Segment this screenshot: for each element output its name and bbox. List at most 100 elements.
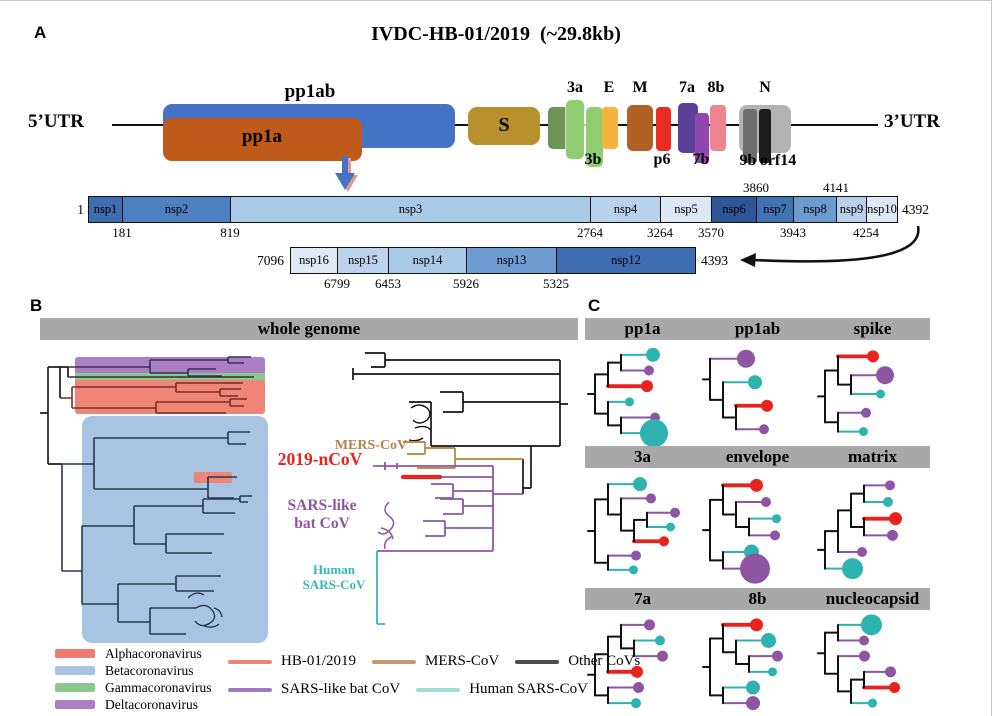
- pp1ab-tree: [701, 349, 773, 435]
- nsp-segment: nsp14: [388, 247, 467, 274]
- orf8b-label: 8b: [707, 79, 725, 96]
- gene-header: pp1a: [624, 319, 661, 338]
- nsp-segment: nsp6: [711, 196, 757, 223]
- pp1a-label: pp1a: [241, 126, 283, 147]
- gene-header-row: pp1a pp1ab spike: [585, 318, 930, 340]
- nsp-segment: nsp8: [793, 196, 837, 223]
- human-sars-branch: [376, 551, 385, 625]
- mers-line-swatch: [372, 659, 416, 664]
- legend-label: HB-01/2019: [281, 653, 356, 669]
- gene-header: pp1ab: [734, 319, 781, 338]
- envelope-box: [602, 107, 618, 149]
- legend-label: Deltacoronavirus: [105, 696, 198, 712]
- nsp-segment: nsp15: [337, 247, 389, 274]
- legend-item: SARS-like bat CoV: [228, 681, 400, 698]
- orf3a-box: [566, 100, 584, 159]
- row1-end: 4392: [902, 202, 929, 217]
- legend-item: Betacoronavirus: [55, 662, 211, 679]
- row2-start: 7096: [257, 253, 284, 268]
- gene-header: spike: [853, 319, 892, 338]
- p6-label: p6: [653, 151, 671, 168]
- coordinate-label: 181: [112, 225, 132, 240]
- delta-region: [75, 357, 265, 376]
- orf3a-tree: [586, 477, 680, 575]
- coordinate-label: 6799: [324, 276, 350, 291]
- row2-end: 4393: [701, 253, 728, 268]
- legend-label: Other CoVs: [568, 653, 641, 669]
- gene-header: 8b: [748, 589, 767, 608]
- gene-tree-row: [585, 614, 930, 711]
- other-line-swatch: [515, 659, 560, 664]
- coordinate-label: 3570: [698, 225, 724, 240]
- orf7b-label: 7b: [692, 151, 710, 168]
- sars-bat-label-line1: SARS-like: [287, 497, 357, 514]
- utr3-label: 3’UTR: [884, 111, 940, 132]
- nsp-segment: nsp5: [660, 196, 712, 223]
- gene-header: envelope: [725, 447, 790, 466]
- gene-header-row: 7a 8b nucleocapsid: [585, 588, 930, 610]
- legend-label: MERS-CoV: [425, 653, 500, 669]
- orf14-label: orf14: [759, 152, 797, 169]
- legend-row: HB-01/2019 MERS-CoV Other CoVs: [228, 653, 668, 670]
- sars-bat-clade: [373, 462, 523, 552]
- orf7a-box: [678, 103, 698, 153]
- mers-label: MERS-CoV: [334, 438, 408, 453]
- human-sars-line-swatch: [416, 687, 461, 692]
- betacov-tree: [352, 352, 568, 625]
- orf3b-box: [586, 107, 603, 167]
- coordinate-label: 819: [220, 225, 240, 240]
- envelope-label: E: [603, 79, 615, 96]
- whole-genome-header: whole genome: [40, 318, 578, 340]
- gene-tree-row: [585, 347, 930, 448]
- beta-region: [82, 416, 268, 643]
- legend-row: SARS-like bat CoV Human SARS-CoV: [228, 681, 668, 698]
- gene-header: 3a: [634, 447, 651, 466]
- nsp-segment: nsp1: [88, 196, 123, 223]
- mers-clade: [403, 441, 523, 469]
- human-sars-label-line2: SARS-CoV: [302, 576, 366, 592]
- matrix-tree: [816, 480, 902, 580]
- hb01-line-swatch: [228, 659, 272, 664]
- nucleocapsid-label: N: [759, 79, 771, 96]
- coordinate-label: 3943: [780, 225, 806, 240]
- legend-item: MERS-CoV: [372, 653, 499, 670]
- sars-bat-line-swatch: [228, 687, 272, 692]
- nsp-segment: nsp13: [466, 247, 557, 274]
- beta-swatch: [55, 666, 95, 675]
- coordinate-label: 5926: [453, 276, 479, 291]
- orf3b-label: 3b: [584, 151, 602, 168]
- coordinate-label: 2764: [577, 225, 603, 240]
- pp1ab-label: pp1ab: [284, 81, 336, 102]
- legend-label: Betacoronavirus: [105, 662, 194, 678]
- pp1a-tree: [586, 347, 668, 448]
- row1-start: 1: [77, 202, 84, 217]
- coordinate-label: 4141: [823, 180, 849, 195]
- gene-header: matrix: [847, 447, 898, 466]
- gene-header: 7a: [634, 589, 651, 608]
- ncov-label: 2019-nCoV: [277, 449, 363, 469]
- envelope-tree: [701, 478, 781, 584]
- legend-item: HB-01/2019: [228, 653, 356, 670]
- orf7a-tree: [586, 619, 668, 709]
- orf8b-tree: [701, 618, 783, 711]
- figure-title: IVDC-HB-01/2019 (~29.8kb): [371, 23, 621, 45]
- virus-legend: HB-01/2019 MERS-CoV Other CoVs SARS-like…: [228, 653, 668, 698]
- legend-label: Human SARS-CoV: [469, 681, 588, 697]
- genus-legend: Alphacoronavirus Betacoronavirus Gammaco…: [55, 645, 211, 713]
- orf3a-label: 3a: [567, 79, 583, 96]
- nsp-segment: nsp7: [756, 196, 794, 223]
- spike-box: [468, 107, 540, 145]
- legend-item: Alphacoronavirus: [55, 645, 211, 662]
- orf9b-label: 9b: [739, 152, 757, 169]
- gene-header: nucleocapsid: [825, 589, 920, 608]
- panel-a-label: A: [34, 23, 47, 42]
- legend-item: Other CoVs: [515, 653, 640, 670]
- orf9b-box: [743, 109, 757, 163]
- nsp-segment: nsp10: [866, 196, 898, 223]
- gene-header-row: 3a envelope matrix: [585, 446, 930, 468]
- wraparound-arrow-icon: [740, 225, 920, 267]
- panel-b-label: B: [30, 296, 43, 315]
- human-sars-label-line1: Human: [313, 562, 355, 577]
- nsp-segment: nsp3: [230, 196, 591, 223]
